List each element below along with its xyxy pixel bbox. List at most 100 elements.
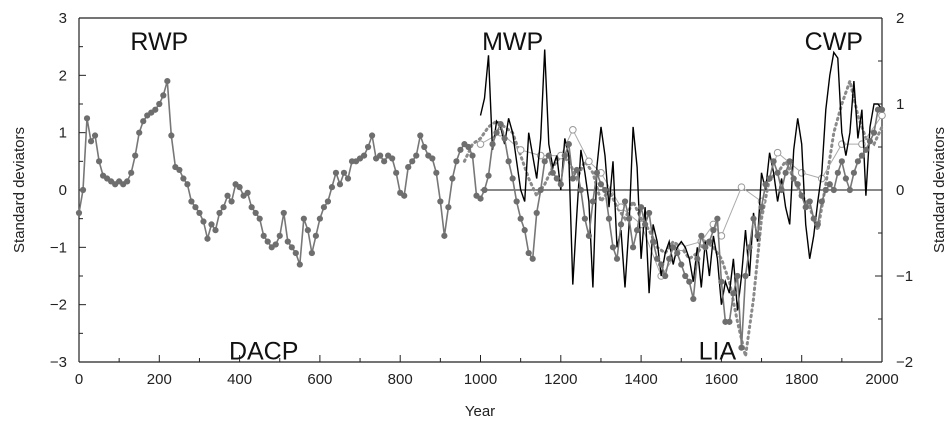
data-point bbox=[284, 238, 291, 245]
data-point bbox=[662, 272, 669, 280]
data-point bbox=[453, 158, 460, 165]
data-point bbox=[553, 175, 560, 182]
data-point bbox=[666, 255, 673, 262]
data-point bbox=[168, 132, 175, 139]
data-point bbox=[601, 186, 609, 194]
data-point bbox=[256, 215, 263, 222]
data-point bbox=[476, 140, 485, 148]
axis-ticks bbox=[78, 17, 883, 363]
data-point bbox=[340, 169, 348, 176]
data-point bbox=[569, 126, 577, 134]
data-point bbox=[766, 175, 773, 182]
data-point bbox=[509, 175, 516, 182]
period-label: DACP bbox=[229, 338, 298, 366]
y-tick-label: −2 bbox=[50, 297, 67, 314]
x-tick-label: 600 bbox=[307, 371, 332, 388]
data-point bbox=[156, 100, 163, 108]
data-point bbox=[810, 215, 817, 222]
data-point bbox=[393, 169, 400, 176]
data-point bbox=[441, 232, 448, 239]
data-point bbox=[513, 198, 520, 205]
data-point bbox=[597, 181, 605, 188]
data-point bbox=[236, 184, 243, 191]
data-point bbox=[670, 244, 677, 251]
data-point bbox=[260, 232, 267, 239]
data-point bbox=[176, 166, 183, 174]
data-point bbox=[794, 181, 801, 188]
data-point bbox=[280, 209, 287, 217]
data-point bbox=[381, 158, 388, 165]
data-point bbox=[678, 261, 685, 268]
data-point bbox=[481, 186, 488, 194]
data-point bbox=[541, 158, 548, 165]
data-point bbox=[368, 132, 376, 139]
data-point bbox=[212, 227, 219, 234]
data-point bbox=[802, 204, 809, 211]
data-point bbox=[465, 143, 472, 151]
y-tick-label: 1 bbox=[59, 125, 67, 142]
data-point bbox=[834, 169, 841, 176]
data-point bbox=[87, 138, 95, 145]
data-point bbox=[878, 111, 886, 120]
data-point bbox=[489, 141, 496, 148]
data-point bbox=[188, 198, 195, 205]
data-point bbox=[702, 244, 709, 251]
data-point bbox=[272, 241, 279, 248]
data-point bbox=[95, 158, 103, 165]
data-point bbox=[737, 183, 746, 191]
data-point bbox=[617, 221, 625, 228]
data-point bbox=[228, 198, 235, 205]
data-point bbox=[296, 261, 303, 268]
data-point bbox=[433, 169, 440, 176]
data-point bbox=[786, 158, 793, 165]
data-point bbox=[457, 146, 464, 153]
data-point bbox=[754, 232, 761, 239]
data-point bbox=[304, 227, 311, 234]
data-point bbox=[826, 181, 833, 188]
data-point bbox=[629, 244, 637, 251]
y2-tick-label: −1 bbox=[896, 268, 913, 285]
data-point bbox=[593, 169, 601, 176]
data-point bbox=[160, 92, 167, 99]
y2-axis-title: Standard deviators bbox=[931, 127, 948, 253]
data-point bbox=[533, 209, 540, 217]
data-point bbox=[208, 221, 215, 228]
data-point bbox=[838, 158, 845, 165]
data-point bbox=[204, 235, 211, 242]
data-point bbox=[609, 244, 617, 251]
data-point bbox=[726, 318, 733, 325]
data-point bbox=[224, 192, 231, 199]
data-point bbox=[650, 238, 657, 245]
data-point bbox=[758, 204, 765, 211]
y2-tick-label: 2 bbox=[896, 10, 904, 27]
data-point bbox=[505, 158, 512, 165]
data-point bbox=[690, 295, 697, 303]
data-point bbox=[401, 192, 408, 199]
data-point bbox=[798, 192, 805, 199]
data-point bbox=[577, 186, 584, 194]
x-tick-label: 1000 bbox=[464, 371, 497, 388]
data-point bbox=[850, 169, 857, 176]
data-point bbox=[364, 143, 372, 151]
y-tick-label: 0 bbox=[59, 182, 67, 199]
data-point bbox=[529, 255, 536, 262]
series-gray-dotted bbox=[462, 75, 884, 357]
data-point bbox=[762, 181, 769, 188]
data-point bbox=[842, 175, 849, 182]
data-point bbox=[517, 215, 524, 222]
data-point bbox=[132, 152, 139, 159]
data-point bbox=[429, 155, 436, 162]
data-point bbox=[742, 272, 749, 280]
series-layer bbox=[75, 49, 886, 357]
data-point bbox=[220, 204, 227, 211]
data-point bbox=[525, 249, 532, 257]
data-point bbox=[545, 152, 552, 159]
data-point bbox=[814, 221, 821, 228]
data-point bbox=[585, 157, 593, 166]
data-point bbox=[485, 172, 492, 179]
data-point bbox=[714, 215, 721, 222]
data-point bbox=[136, 129, 143, 136]
data-point bbox=[288, 244, 295, 251]
data-point bbox=[248, 204, 255, 211]
